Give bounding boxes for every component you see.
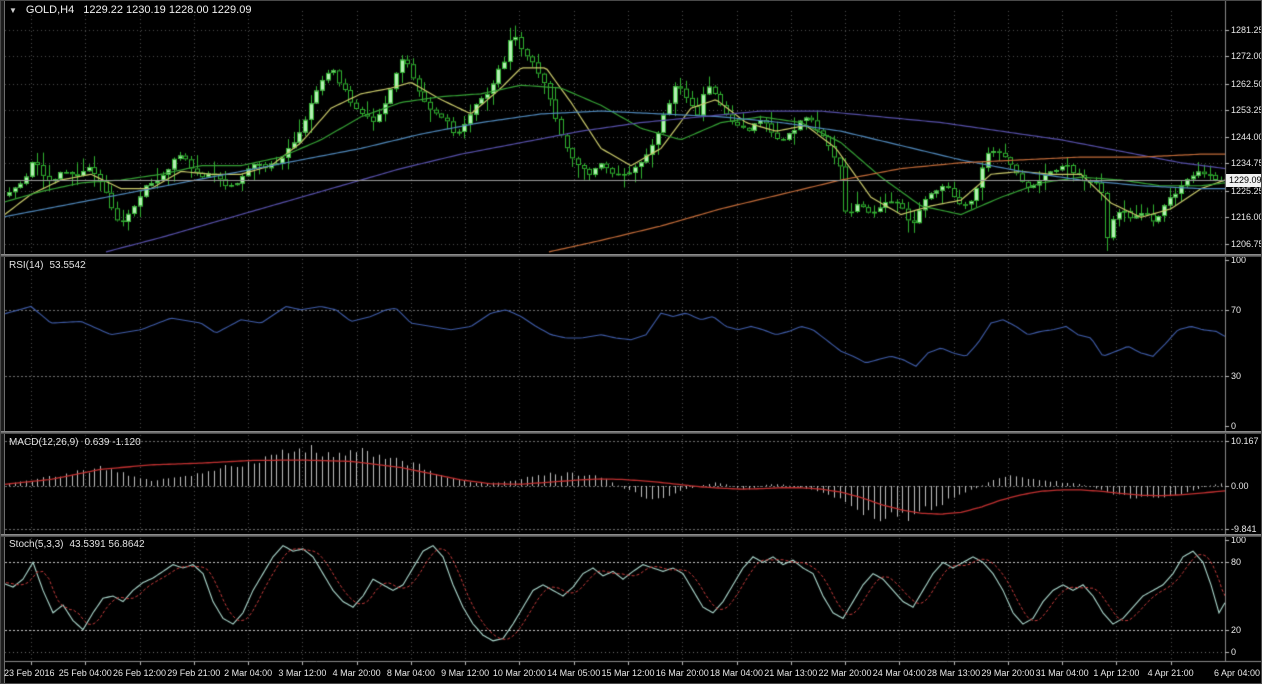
panel-resize-handle[interactable] <box>1 431 1261 434</box>
axis-tick-label: 10.167 <box>1231 436 1259 446</box>
time-axis-label: 26 Feb 12:00 <box>113 668 167 678</box>
time-axis-label: 3 Mar 12:00 <box>278 668 327 678</box>
stoch-indicator-label: Stoch(5,3,3) 43.5391 56.8642 <box>9 539 145 550</box>
time-axis-label: 29 Feb 21:00 <box>167 668 221 678</box>
axis-tick-label: 80 <box>1231 557 1242 567</box>
rsi-value: 53.5542 <box>49 260 86 271</box>
axis-tick-label: 1225.25 <box>1231 186 1262 196</box>
panel-resize-handle[interactable] <box>1 534 1261 537</box>
time-axis[interactable]: 23 Feb 2016 25 Feb 04:00 26 Feb 12:00 29 Fe… <box>1 666 1261 683</box>
panel-resize-handle[interactable] <box>1 254 1261 257</box>
time-axis-label: 22 Mar 20:00 <box>818 668 872 678</box>
macd-value: 0.639 -1.120 <box>84 437 141 448</box>
axis-tick-label: 1234.75 <box>1231 158 1262 168</box>
symbol-timeframe-label: GOLD,H4 <box>25 4 75 16</box>
time-axis-label: 9 Mar 12:00 <box>441 668 490 678</box>
time-axis-label: 4 Apr 21:00 <box>1147 668 1194 678</box>
time-axis-label: 10 Mar 20:00 <box>492 668 546 678</box>
ohlc-values: 1229.22 1230.19 1228.00 1229.09 <box>83 4 252 16</box>
time-axis-label: 16 Mar 20:00 <box>655 668 709 678</box>
macd-indicator-label: MACD(12,26,9) 0.639 -1.120 <box>9 437 141 448</box>
axis-tick-label: 30 <box>1231 371 1242 381</box>
current-price-tag: 1229.09 <box>1226 174 1261 187</box>
window-left-border <box>1 1 5 683</box>
axis-tick-label: 70 <box>1231 305 1242 315</box>
axis-tick-label: 1216.00 <box>1231 212 1262 222</box>
time-axis-label: 23 Feb 2016 <box>4 668 55 678</box>
axis-tick-label: 0 <box>1231 647 1237 657</box>
stoch-value: 43.5391 56.8642 <box>69 539 145 550</box>
time-axis-label: 1 Apr 12:00 <box>1093 668 1140 678</box>
axis-tick-label: 100 <box>1231 535 1247 545</box>
rsi-name: RSI(14) <box>9 260 44 271</box>
symbol-dropdown-icon[interactable]: ▼ <box>9 5 17 15</box>
stoch-name: Stoch(5,3,3) <box>9 539 64 550</box>
axis-tick-label: 1281.25 <box>1231 25 1262 35</box>
time-axis-label: 8 Mar 04:00 <box>386 668 435 678</box>
axis-tick-label: 1244.00 <box>1231 132 1262 142</box>
axis-tick-label: 1272.00 <box>1231 51 1262 61</box>
axis-tick-label: 100 <box>1231 255 1247 265</box>
symbol-header: ▼ GOLD,H4 1229.22 1230.19 1228.00 1229.0… <box>9 4 251 16</box>
time-axis-label: 25 Feb 04:00 <box>58 668 112 678</box>
rsi-indicator-label: RSI(14) 53.5542 <box>9 260 86 271</box>
axis-tick-label: 1253.25 <box>1231 105 1262 115</box>
time-axis-label: 18 Mar 04:00 <box>709 668 764 678</box>
time-axis-label: 15 Mar 12:00 <box>601 668 655 678</box>
price-axis[interactable]: 1281.25 1272.00 1262.50 1253.25 1244.00 1234.… <box>1227 1 1262 661</box>
time-axis-label: 6 Apr 04:00 <box>1213 668 1260 678</box>
time-axis-label: 2 Mar 04:00 <box>224 668 273 678</box>
axis-tick-label: 0 <box>1231 421 1237 431</box>
macd-name: MACD(12,26,9) <box>9 437 79 448</box>
axis-tick-label: 1262.50 <box>1231 79 1262 89</box>
time-axis-label: 4 Mar 20:00 <box>332 668 381 678</box>
axis-tick-label: 20 <box>1231 625 1242 635</box>
time-axis-label: 29 Mar 20:00 <box>981 668 1035 678</box>
time-axis-label: 28 Mar 13:00 <box>927 668 981 678</box>
axis-tick-label: -9.841 <box>1231 524 1257 534</box>
time-axis-label: 24 Mar 04:00 <box>872 668 926 678</box>
time-axis-label: 14 Mar 05:00 <box>547 668 601 678</box>
axis-tick-label: 0.00 <box>1231 481 1249 491</box>
time-axis-label: 31 Mar 04:00 <box>1035 668 1089 678</box>
time-axis-label: 21 Mar 13:00 <box>764 668 818 678</box>
axis-tick-label: 1206.75 <box>1231 239 1262 249</box>
